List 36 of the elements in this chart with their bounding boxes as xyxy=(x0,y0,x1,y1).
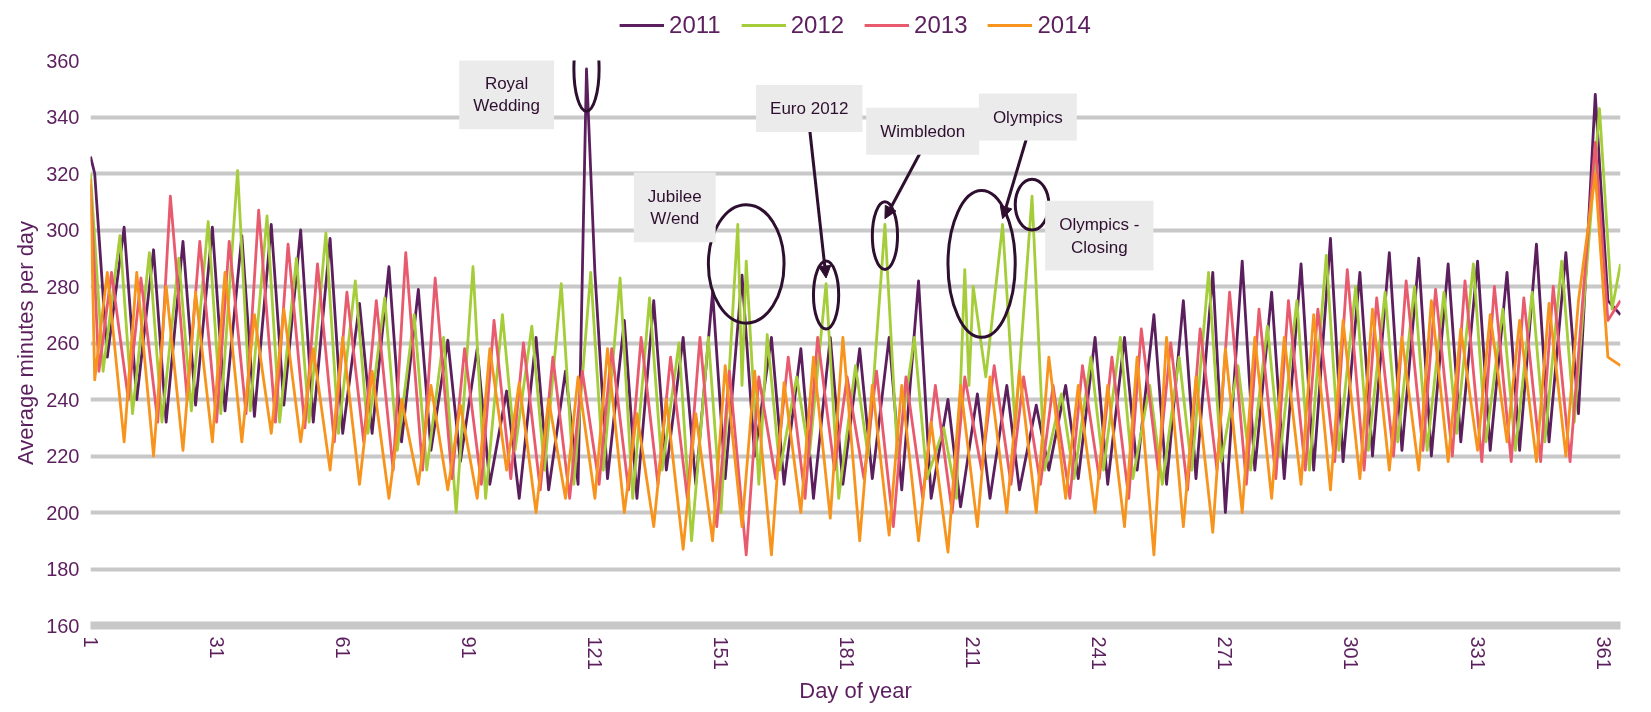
y-tick-label: 340 xyxy=(46,106,80,128)
annotation: Jubilee W/end xyxy=(647,186,702,229)
y-tick-label: 320 xyxy=(46,162,80,185)
annotation: Olympics - Closing xyxy=(1059,214,1140,257)
legend-label: 2012 xyxy=(790,11,845,39)
legend-label: 2014 xyxy=(1037,11,1091,39)
x-tick-label: 361 xyxy=(1592,636,1615,670)
x-tick-label: 151 xyxy=(709,636,732,670)
x-tick-label: 31 xyxy=(205,636,228,659)
x-tick-label: 271 xyxy=(1214,636,1237,670)
x-tick-label: 331 xyxy=(1466,636,1489,670)
x-tick-label: 241 xyxy=(1088,636,1111,670)
y-tick-label: 220 xyxy=(46,445,80,467)
x-tick-label: 91 xyxy=(457,636,480,659)
annotation: Euro 2012 xyxy=(770,99,849,119)
y-tick-label: 280 xyxy=(46,275,80,298)
legend-label: 2011 xyxy=(669,11,721,39)
y-tick-label: 300 xyxy=(46,219,80,241)
y-tick-label: 160 xyxy=(46,614,80,637)
x-tick-label: 1 xyxy=(79,636,102,648)
annotation: Wimbledon xyxy=(880,121,966,141)
legend-label: 2013 xyxy=(914,11,968,39)
annotation: Royal Wedding xyxy=(473,73,541,116)
y-tick-label: 240 xyxy=(46,388,80,411)
x-tick-label: 181 xyxy=(836,636,859,670)
x-tick-label: 301 xyxy=(1340,636,1363,670)
y-tick-label: 360 xyxy=(46,49,80,72)
y-tick-label: 200 xyxy=(46,501,80,524)
x-tick-label: 61 xyxy=(331,636,354,659)
y-axis-title: Average minutes per day xyxy=(13,220,39,466)
x-tick-label: 211 xyxy=(962,636,985,669)
y-tick-label: 260 xyxy=(46,332,80,354)
x-axis-title: Day of year xyxy=(799,677,912,703)
x-tick-label: 121 xyxy=(583,636,606,670)
y-tick-label: 180 xyxy=(46,558,80,580)
annotation: Olympics xyxy=(992,107,1063,127)
